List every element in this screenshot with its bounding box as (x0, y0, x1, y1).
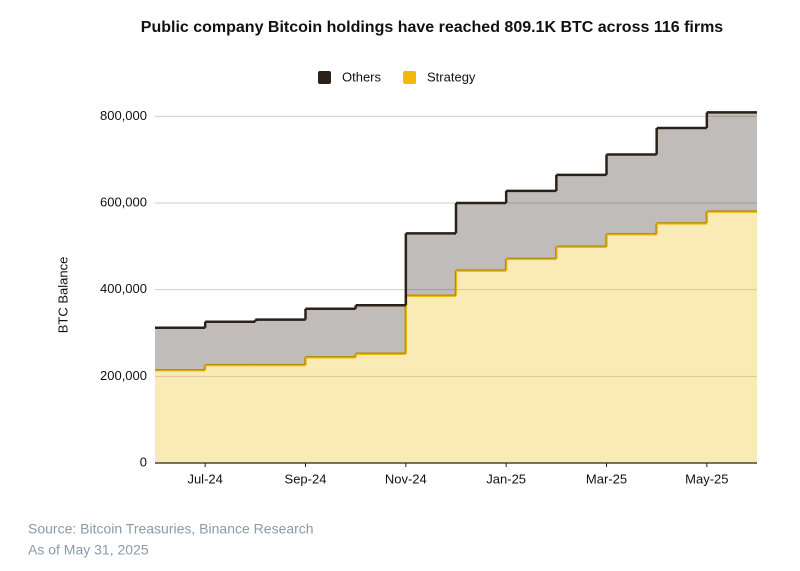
area-segment (656, 128, 707, 224)
legend-swatch (403, 71, 417, 84)
x-tick-label: May-25 (685, 471, 728, 486)
area-segment (556, 246, 607, 463)
area-segment (456, 203, 507, 271)
legend-label: Strategy (427, 69, 476, 84)
area-segment (606, 234, 657, 463)
area-segment (606, 154, 657, 235)
legend-label: Others (342, 69, 382, 84)
area-segment (255, 319, 306, 366)
legend-swatch (318, 71, 331, 84)
area-segment (255, 365, 306, 463)
area-segment (155, 327, 206, 371)
x-tick-label: Nov-24 (385, 471, 427, 486)
x-tick-label: Jan-25 (486, 471, 526, 486)
area-segment (706, 211, 757, 463)
y-tick-label: 600,000 (100, 194, 147, 209)
note: As of May 31, 2025 (28, 542, 149, 558)
area-segment (305, 357, 356, 463)
x-tick-label: Jul-24 (187, 471, 222, 486)
area-segment (656, 223, 707, 463)
x-tick-label: Sep-24 (285, 471, 327, 486)
chart-title: Public company Bitcoin holdings have rea… (141, 19, 724, 36)
y-tick-label: 0 (140, 454, 147, 469)
area-segment (506, 258, 557, 463)
y-tick-label: 200,000 (100, 368, 147, 383)
area-segment (405, 233, 456, 296)
y-tick-label: 400,000 (100, 281, 147, 296)
y-tick-label: 800,000 (100, 108, 147, 123)
source: Source: Bitcoin Treasuries, Binance Rese… (28, 521, 314, 537)
area-segment (305, 308, 356, 358)
area-segment (706, 112, 757, 212)
area-segment (456, 270, 507, 463)
area-segment (155, 370, 206, 463)
area-segment (355, 305, 406, 354)
area-segment (506, 190, 557, 259)
x-tick-label: Mar-25 (586, 471, 627, 486)
area-segment (556, 174, 607, 247)
y-axis-label: BTC Balance (55, 257, 70, 334)
area-segment (205, 321, 256, 366)
area-segment (405, 295, 456, 463)
area-segment (205, 365, 256, 463)
area-segment (355, 353, 406, 463)
